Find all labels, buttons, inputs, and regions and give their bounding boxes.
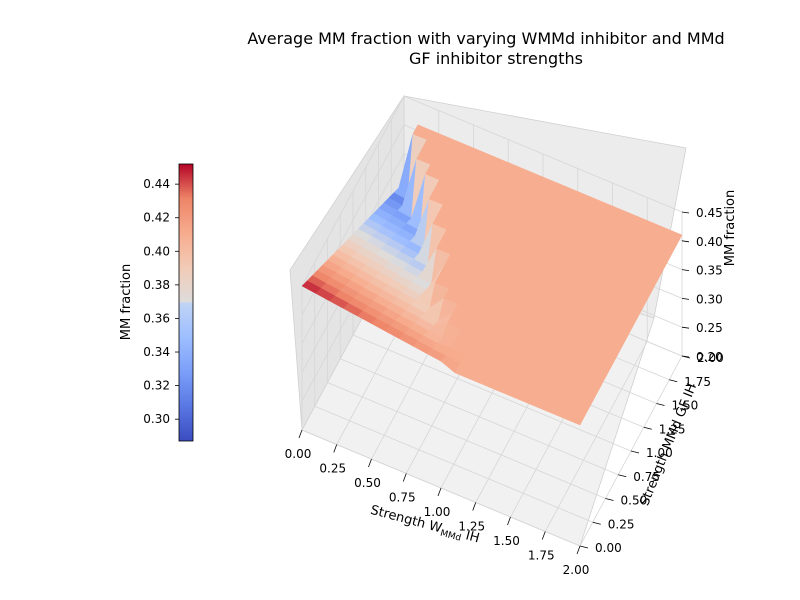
z-tick-label: 0.45	[696, 206, 723, 220]
x-tick-mark	[402, 473, 407, 482]
x-tick-mark	[576, 545, 581, 555]
chart-title-line-2: GF inhibitor strengths	[409, 49, 583, 68]
grid-line	[352, 334, 632, 452]
surface-patch	[565, 409, 586, 426]
colorbar: 0.30 0.32 0.34 0.36 0.38 0.40 0.42 0.44 MM frac…	[119, 163, 194, 442]
z-tick-label: 0.20	[696, 350, 723, 364]
x-tick-mark	[368, 458, 372, 468]
colorbar-tick-label: 0.36	[143, 311, 170, 325]
x-tick-mark	[437, 487, 442, 497]
y-tick-label: 0.00	[595, 541, 622, 555]
colorbar-ticks: 0.30 0.32 0.34 0.36 0.38 0.40 0.42 0.44	[143, 177, 179, 426]
colorbar-tick-label: 0.42	[143, 211, 170, 225]
x-tick-label: 0.00	[285, 447, 312, 461]
y-tick-mark	[630, 450, 640, 454]
z-tick-label: 0.30	[696, 292, 723, 306]
y-tick-label: 0.50	[621, 494, 648, 508]
z-tick-mark	[681, 269, 690, 271]
x-tick-mark	[298, 429, 303, 439]
colorbar-tick-label: 0.38	[143, 278, 170, 292]
z-tick-mark	[681, 326, 690, 329]
colorbar-bar	[178, 163, 194, 442]
x-tick-label: 0.75	[389, 491, 416, 505]
y-tick-label: 1.25	[659, 422, 686, 436]
colorbar-tick-label: 0.44	[143, 177, 170, 191]
y-tick-mark	[669, 379, 678, 383]
colorbar-tick-label: 0.34	[143, 345, 170, 359]
y-tick-mark	[656, 403, 665, 406]
z-tick-mark	[681, 355, 690, 358]
x-tick-mark	[541, 531, 546, 540]
y-tick-label: 1.00	[646, 446, 673, 460]
x-tick-label: 1.25	[458, 520, 485, 534]
z-tick-label: 0.25	[696, 321, 723, 335]
y-tick-label: 2.00	[697, 351, 724, 365]
y-tick-mark	[605, 498, 614, 501]
x-axis-ticks: 0.00 0.25 0.50 0.75 1.00 1.25 1.50 1.75 2.00	[285, 429, 590, 577]
z-tick-label: 0.40	[696, 235, 723, 249]
z-axis-label: MM fraction	[723, 190, 738, 267]
x-tick-label: 1.00	[424, 505, 451, 519]
x-tick-label: 1.75	[528, 549, 555, 563]
y-axis-label: Strength MMd GF IH	[637, 381, 700, 508]
y-tick-mark	[643, 426, 652, 430]
grid-line	[301, 95, 405, 287]
z-tick-mark	[681, 240, 690, 243]
chart-title-line-1: Average MM fraction with varying WMMd in…	[247, 29, 724, 48]
surface-plot	[301, 124, 683, 426]
grid-line	[403, 95, 683, 213]
z-axis-ticks: 0.20 0.25 0.30 0.35 0.40 0.45	[681, 206, 723, 364]
x-tick-label: 0.25	[319, 462, 346, 476]
x-tick-label: 1.50	[493, 534, 520, 548]
x-tick-mark	[472, 502, 477, 511]
y-tick-mark	[618, 474, 627, 478]
x-tick-label: 0.50	[354, 476, 381, 490]
z-tick-label: 0.35	[696, 264, 723, 278]
z-tick-mark	[681, 298, 690, 300]
colorbar-tick-label: 0.30	[143, 412, 170, 426]
y-tick-label: 1.75	[684, 375, 711, 389]
grid-line	[544, 341, 648, 532]
y-tick-label: 1.50	[672, 399, 699, 413]
x-tick-mark	[333, 444, 338, 453]
z-tick-mark	[681, 211, 690, 214]
y-axis-ticks: 0.00 0.25 0.50 0.75 1.00 1.25 1.50 1.75 2.00	[579, 351, 724, 555]
y-tick-label: 0.25	[608, 517, 635, 531]
x-tick-label: 2.00	[563, 563, 590, 577]
colorbar-label: MM fraction	[119, 264, 134, 341]
y-tick-mark	[579, 545, 589, 549]
y-tick-label: 0.75	[633, 470, 660, 484]
colorbar-tick-label: 0.32	[143, 379, 170, 393]
y-tick-mark	[592, 521, 601, 525]
x-tick-mark	[507, 516, 511, 526]
colorbar-tick-label: 0.40	[143, 244, 170, 258]
